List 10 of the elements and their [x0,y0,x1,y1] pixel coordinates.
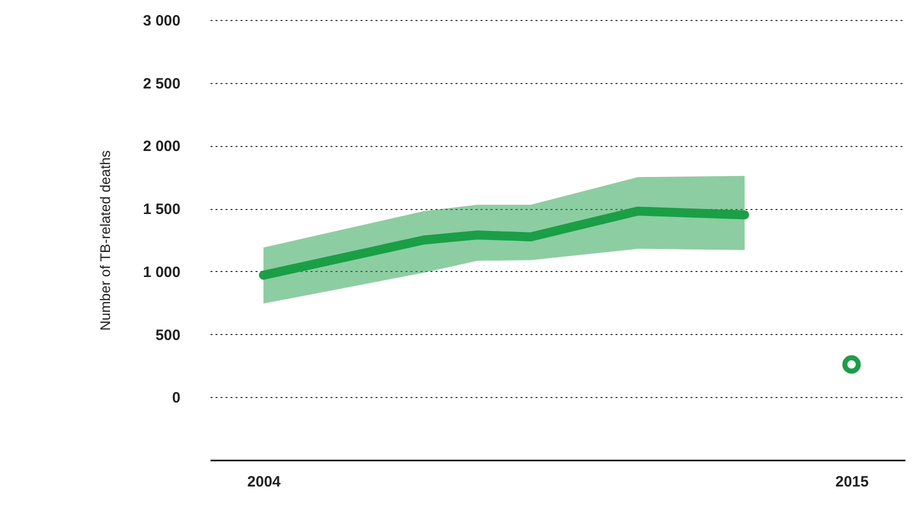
y-tick-label: 2 000 [142,138,180,156]
y-tick-label: 3 000 [142,12,180,30]
y-tick-label: 1 500 [142,201,180,218]
y-axis-title: Number of TB-related deaths [96,150,113,331]
y-tick-label: 0 [172,390,180,407]
x-tick-label: 2004 [247,474,282,490]
y-tick-label: 1 000 [142,264,180,281]
x-tick-label: 2015 [835,474,869,490]
y-tick-label: 500 [155,326,180,344]
y-tick-label: 2 500 [142,75,180,92]
